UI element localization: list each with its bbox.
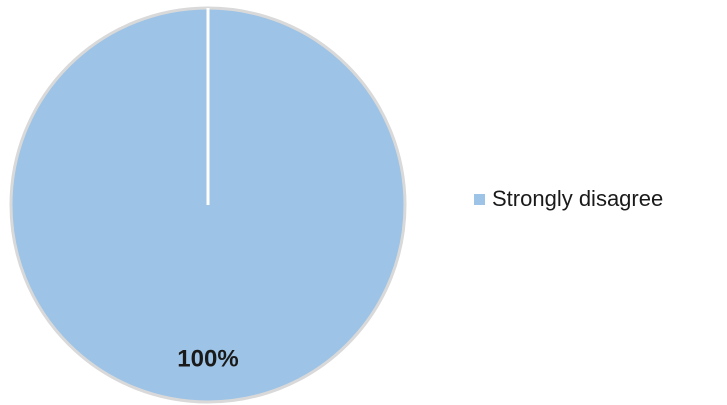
data-label-0: 100%: [177, 346, 238, 373]
legend-label-strongly-disagree: Strongly disagree: [492, 186, 664, 211]
chart-legend: Strongly disagree: [474, 186, 663, 212]
legend-swatch-strongly-disagree: [474, 193, 485, 205]
